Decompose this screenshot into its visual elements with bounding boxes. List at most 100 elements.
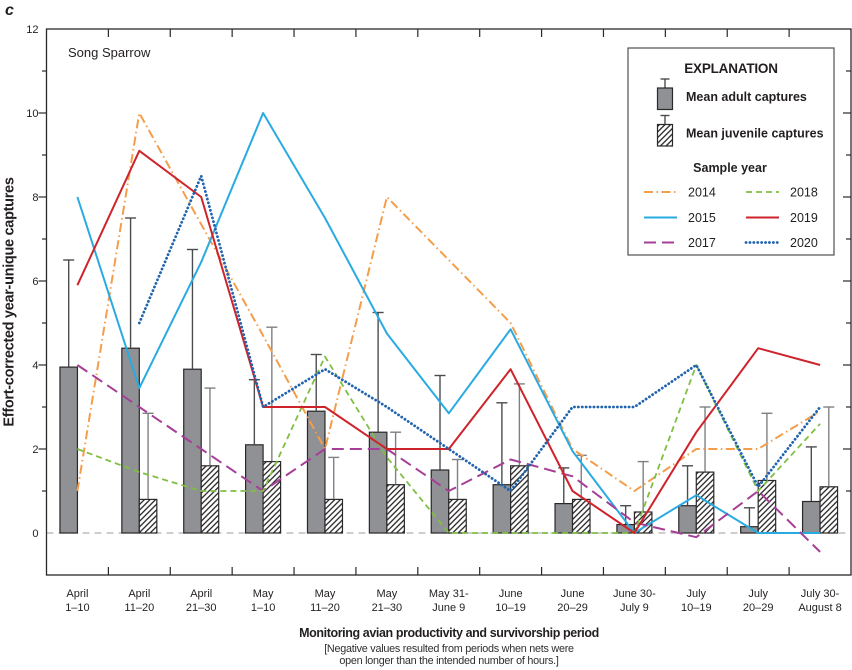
x-category-line1: April [66, 588, 88, 600]
adult-bar [368, 431, 388, 534]
bar-group-juvenile [386, 431, 405, 534]
x-category-line1: May 31- [429, 588, 469, 600]
x-axis-note-line1: [Negative values resulted from periods w… [324, 643, 574, 655]
x-category-line1: May [253, 588, 274, 600]
x-category-label: April 21–30 [186, 588, 217, 614]
bar-group-adult [740, 507, 759, 534]
legend-year-item-2018: 2018 [746, 186, 818, 200]
x-category-line1: May [376, 588, 397, 600]
legend-box [627, 47, 835, 256]
plot-frame [45, 28, 852, 576]
y-tick-label: 2 [32, 444, 38, 456]
legend-year-label: 2014 [688, 186, 716, 200]
x-category-line1: June [561, 588, 585, 600]
x-category-label: June 30- July 9 [613, 588, 656, 614]
bar-group-juvenile [571, 454, 591, 534]
line-series-2015 [76, 112, 821, 534]
y-tick-label: 8 [32, 192, 38, 204]
x-category-line1: July [687, 588, 707, 600]
x-category-line2: 1–10 [251, 602, 275, 614]
x-category-label: June 20–29 [557, 588, 588, 614]
juvenile-bar [571, 498, 591, 534]
line-series-2014 [76, 112, 821, 492]
line-series-2017 [76, 364, 821, 553]
legend-title: EXPLANATION [684, 61, 778, 76]
legend-explanation: EXPLANATION Mean adult captures Mean juv… [627, 47, 835, 256]
x-category-line2: 20–29 [557, 602, 588, 614]
bar-group-juvenile [695, 406, 715, 534]
bar-group-adult [368, 311, 388, 534]
x-category-label: April 11–20 [124, 588, 154, 614]
bar-group-juvenile [200, 387, 220, 534]
adult-bar [183, 368, 202, 534]
x-category-line2: July 9 [620, 602, 649, 614]
adult-bar [554, 503, 574, 534]
bars-layer [59, 217, 839, 534]
legend-sample-year-title: Sample year [693, 161, 767, 175]
legend-year-item-2020: 2020 [744, 236, 818, 250]
line-series-layer [76, 112, 822, 553]
bar-group-adult [121, 217, 140, 534]
x-category-line2: June 9 [432, 602, 465, 614]
x-category-line1: April [128, 588, 150, 600]
x-category-labels: April 1–10 April 11–20 April 21–30 May 1–10 May 1… [65, 588, 842, 614]
adult-bar [678, 505, 697, 534]
legend-year-item-2017: 2017 [644, 236, 716, 250]
adult-bar [801, 500, 821, 534]
juvenile-bar [138, 498, 158, 534]
legend-adult-swatch [656, 78, 674, 111]
bar-group-adult [59, 259, 79, 534]
juvenile-bar [324, 498, 344, 534]
legend-year-item-2014: 2014 [644, 186, 716, 200]
x-category-label: July 30- August 8 [798, 588, 841, 614]
bar-group-juvenile [819, 406, 839, 534]
species-label: Song Sparrow [68, 45, 151, 60]
x-category-label: July 10–19 [681, 588, 712, 614]
y-tick-label: 12 [26, 24, 38, 36]
legend-year-label: 2019 [790, 211, 818, 225]
legend-juvenile-bar [656, 123, 674, 147]
x-axis-note-line2: open longer than the intended number of … [339, 655, 559, 667]
x-category-line1: June 30- [613, 588, 656, 600]
x-category-line1: July 30- [801, 588, 840, 600]
x-category-line2: 20–29 [743, 602, 774, 614]
x-category-line1: July [748, 588, 768, 600]
line-series-2018 [77, 355, 821, 534]
juvenile-bar [510, 465, 529, 534]
y-axis-title: Effort-corrected year-unique captures [2, 177, 18, 426]
x-category-line2: 10–19 [495, 602, 526, 614]
line-series-2019 [76, 149, 821, 534]
juvenile-bar [695, 471, 715, 534]
bar-group-juvenile [510, 383, 529, 534]
x-category-line2: 21–30 [372, 602, 403, 614]
y-tick-label: 4 [32, 360, 38, 372]
y-tick-label: 0 [32, 528, 38, 540]
adult-bar [492, 484, 512, 534]
x-category-label: May 1–10 [251, 588, 275, 614]
bar-group-juvenile [138, 412, 158, 534]
x-category-label: July 20–29 [743, 588, 774, 614]
legend-year-items: 2014 2015 2017 2018 2019 2020 [644, 186, 818, 250]
x-category-line2: 21–30 [186, 602, 217, 614]
x-category-label: May 11–20 [310, 588, 340, 614]
x-axis-title: Monitoring avian productivity and surviv… [299, 626, 599, 640]
bar-group-adult [244, 379, 264, 534]
y-tick-label: 10 [26, 108, 38, 120]
legend-year-label: 2015 [688, 211, 716, 225]
bar-group-adult [183, 248, 202, 534]
juvenile-bar [819, 486, 839, 534]
x-category-label: June 10–19 [495, 588, 526, 614]
bar-group-adult [678, 465, 697, 534]
panel-letter: c [5, 2, 14, 19]
x-category-line1: June [499, 588, 523, 600]
legend-adult-bar [656, 87, 674, 111]
legend-year-item-2019: 2019 [746, 211, 818, 225]
legend-adult-label: Mean adult captures [686, 90, 807, 104]
adult-bar [59, 366, 79, 534]
legend-juvenile-label: Mean juvenile captures [686, 127, 824, 141]
x-category-line2: 1–10 [65, 602, 89, 614]
x-category-label: May 31- June 9 [429, 588, 469, 614]
legend-year-label: 2018 [790, 186, 818, 200]
